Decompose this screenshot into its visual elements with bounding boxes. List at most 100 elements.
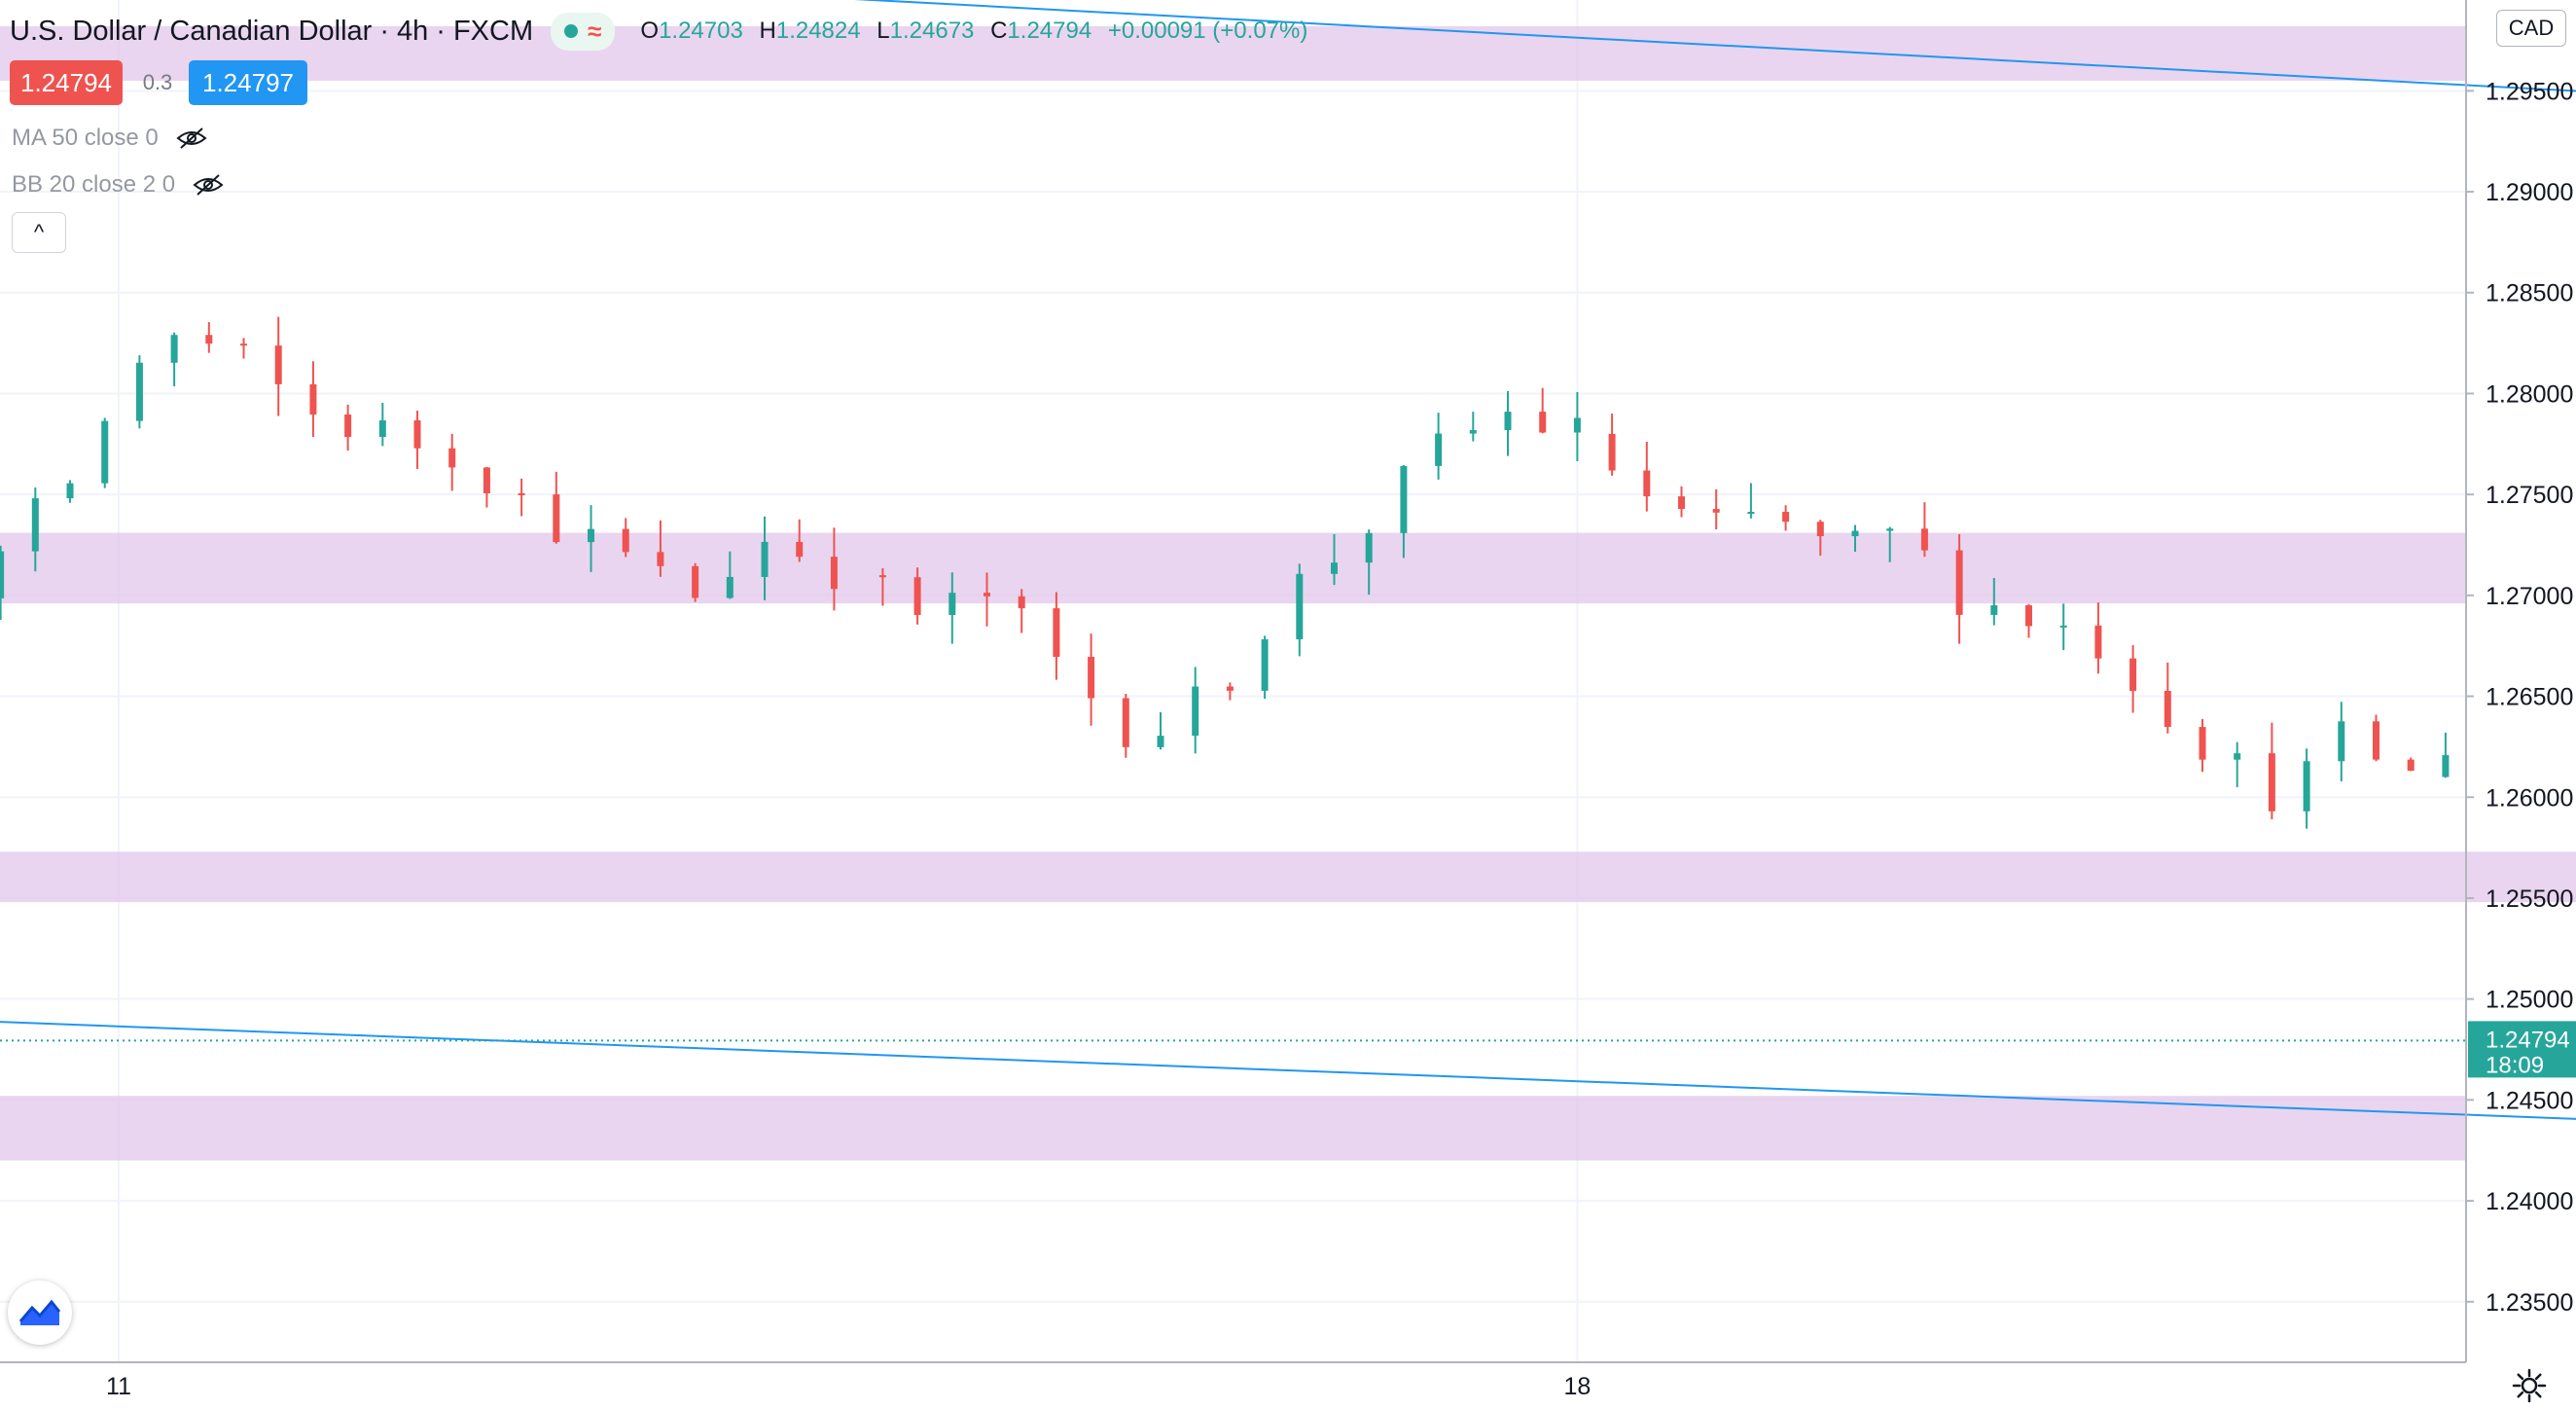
- candle-body: [2268, 753, 2275, 812]
- eye-off-icon[interactable]: [193, 173, 224, 197]
- candle-body: [1782, 511, 1790, 523]
- candle-body: [101, 420, 109, 484]
- trendline: [0, 1021, 2576, 1120]
- candle-body: [1747, 511, 1755, 514]
- candle-body: [796, 541, 804, 558]
- candle-body: [483, 467, 490, 493]
- candle-body: [2059, 625, 2067, 628]
- candle-body: [1851, 530, 1859, 537]
- market-status-pill[interactable]: ≈: [551, 12, 616, 51]
- header-sep-1: ·: [379, 15, 389, 47]
- chevron-up-icon: ^: [33, 220, 45, 244]
- market-open-icon: [564, 24, 579, 38]
- candle-body: [135, 362, 143, 421]
- price-tick-label: 1.27000: [2486, 583, 2573, 610]
- header-sep-2: ·: [436, 15, 446, 47]
- candle-body: [2025, 605, 2032, 627]
- exchange-label: FXCM: [452, 15, 534, 47]
- candle-body: [1920, 528, 1928, 551]
- candle-body: [830, 557, 838, 590]
- price-tick-label: 1.28500: [2486, 280, 2573, 307]
- candle-body: [1122, 698, 1129, 747]
- candle-body: [2442, 755, 2450, 777]
- collapse-legend-button[interactable]: ^: [12, 212, 66, 253]
- candle-body: [378, 419, 386, 438]
- candle-body: [726, 576, 733, 598]
- trendlines: [0, 0, 2576, 1120]
- price-tick-label: 1.24500: [2486, 1087, 2573, 1114]
- level-lines: [0, 1039, 2466, 1042]
- indicator-ma[interactable]: MA 50 close 0: [12, 125, 207, 152]
- candle-body: [1816, 522, 1824, 537]
- candle-body: [878, 575, 886, 578]
- candle-body: [657, 552, 664, 566]
- candle-body: [1018, 596, 1025, 609]
- candle-body: [1400, 465, 1408, 533]
- price-tick-label: 1.26000: [2486, 784, 2573, 812]
- candle-body: [518, 492, 525, 495]
- logo-icon: [18, 1299, 61, 1325]
- indicator-bb[interactable]: BB 20 close 2 0: [12, 171, 224, 199]
- bar-countdown-label: 18:09: [2486, 1052, 2544, 1078]
- candle-body: [588, 528, 595, 543]
- candle-body: [1435, 433, 1443, 466]
- candle-body: [984, 593, 990, 596]
- sell-button[interactable]: 1.24794: [10, 60, 123, 105]
- price-tick-label: 1.25500: [2486, 885, 2573, 913]
- candle-body: [413, 419, 421, 449]
- candle-body: [2129, 658, 2137, 691]
- candle-body: [274, 345, 282, 384]
- tradingview-logo[interactable]: [8, 1281, 72, 1345]
- candle-body: [2234, 753, 2241, 760]
- currency-label[interactable]: CAD: [2496, 10, 2566, 47]
- candle-body: [1296, 573, 1304, 640]
- trendline: [853, 0, 2576, 92]
- candle-body: [1226, 686, 1234, 691]
- candle-body: [761, 541, 769, 577]
- eye-off-icon[interactable]: [176, 126, 207, 150]
- candle-body: [1365, 532, 1373, 563]
- sr-zones: [0, 25, 2576, 1161]
- last-price-label: 1.24794: [2486, 1027, 2570, 1053]
- candle-body: [31, 498, 39, 552]
- candle-body: [2164, 690, 2171, 728]
- candle-body: [2094, 625, 2102, 659]
- price-tick-label: 1.24000: [2486, 1188, 2573, 1215]
- interval-label[interactable]: 4h: [397, 15, 429, 47]
- symbol-title[interactable]: U.S. Dollar / Canadian Dollar: [10, 15, 373, 47]
- candle-body: [1157, 736, 1164, 747]
- zone-band: [0, 1096, 2466, 1161]
- time-tick-label: 18: [1563, 1373, 1591, 1400]
- ohlc-values: O1.24703 H1.24824 L1.24673 C1.24794 +0.0…: [640, 18, 1308, 44]
- candle-body: [1886, 528, 1894, 531]
- candle-body: [553, 494, 560, 543]
- candle-body: [170, 335, 178, 363]
- buy-button[interactable]: 1.24797: [189, 60, 307, 105]
- zone-band: [0, 532, 2466, 604]
- settings-gear-icon[interactable]: [2510, 1366, 2549, 1405]
- candle-body: [205, 335, 213, 344]
- candle-body: [1643, 470, 1651, 497]
- candle-body: [948, 593, 956, 616]
- last-price-tag: [2468, 1021, 2576, 1078]
- price-tick-label: 1.29500: [2486, 78, 2573, 105]
- candle-body: [344, 414, 352, 438]
- change-value: +0.00091 (+0.07%): [1107, 18, 1308, 44]
- candle-body: [1331, 562, 1338, 574]
- candle-body: [2373, 721, 2379, 760]
- price-tick-label: 1.26500: [2486, 684, 2573, 711]
- candle-body: [1261, 639, 1269, 691]
- candle-body: [1539, 412, 1547, 433]
- price-tick-label: 1.25000: [2486, 987, 2573, 1014]
- candle-body: [692, 565, 699, 598]
- candle-body: [1192, 686, 1199, 737]
- candle-body: [1990, 605, 1998, 615]
- price-tick-label: 1.27500: [2486, 482, 2573, 509]
- data-delay-icon: ≈: [588, 16, 602, 46]
- price-tick-label: 1.23500: [2486, 1289, 2573, 1317]
- time-tick-label: 11: [106, 1373, 131, 1400]
- candle-body: [1712, 509, 1720, 513]
- candle-body: [1469, 430, 1477, 434]
- price-tick-label: 1.28000: [2486, 380, 2573, 408]
